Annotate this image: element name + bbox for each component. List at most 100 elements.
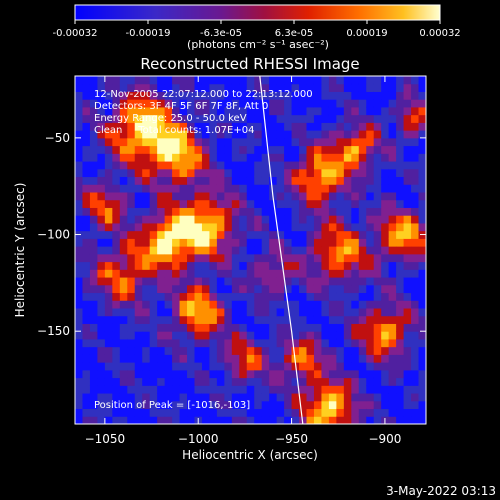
heatmap-cell (411, 354, 420, 363)
heatmap-cell (313, 222, 322, 232)
heatmap-cell (261, 207, 270, 216)
heatmap-cell (306, 416, 315, 424)
heatmap-cell (358, 377, 367, 386)
heatmap-cell (164, 253, 173, 263)
heatmap-cell (112, 416, 121, 424)
heatmap-cell (164, 408, 173, 417)
heatmap-cell (82, 192, 91, 201)
heatmap-cell (149, 106, 158, 116)
heatmap-cell (194, 346, 203, 355)
heatmap-cell (164, 122, 173, 131)
heatmap-cell (284, 362, 293, 371)
heatmap-cell (194, 207, 203, 216)
heatmap-cell (284, 215, 293, 224)
heatmap-cell (142, 338, 151, 348)
heatmap-cell (187, 215, 195, 224)
heatmap-cell (112, 145, 121, 154)
heatmap-cell (231, 292, 240, 301)
heatmap-cell (284, 130, 293, 139)
heatmap-cell (261, 176, 270, 185)
heatmap-cell (209, 145, 218, 154)
heatmap-cell (366, 106, 375, 116)
heatmap-cell (381, 338, 390, 348)
heatmap-cell (97, 99, 106, 108)
heatmap-cell (194, 261, 203, 270)
heatmap-cell (306, 292, 315, 301)
x-tick-label: −900 (368, 432, 401, 446)
heatmap-cell (75, 269, 83, 278)
heatmap-cell (179, 261, 188, 270)
heatmap-cell (194, 408, 203, 417)
heatmap-cell (284, 400, 293, 410)
heatmap-cell (321, 346, 330, 355)
heatmap-cell (97, 323, 106, 332)
heatmap-cell (381, 315, 390, 324)
heatmap-cell (254, 184, 263, 193)
heatmap-cell (366, 284, 375, 294)
heatmap-cell (366, 385, 375, 394)
heatmap-cell (89, 385, 98, 394)
heatmap-cell (216, 277, 225, 286)
heatmap-cell (187, 106, 195, 116)
heatmap-cell (299, 284, 308, 294)
heatmap-cell (411, 323, 420, 332)
heatmap-cell (239, 99, 248, 108)
heatmap-cell (157, 354, 166, 363)
heatmap-cell (411, 300, 420, 309)
heatmap-cell (209, 408, 218, 417)
heatmap-cell (112, 400, 121, 410)
heatmap-cell (403, 300, 412, 309)
heatmap-cell (142, 277, 151, 286)
heatmap-cell (276, 222, 285, 232)
heatmap-cell (388, 145, 397, 154)
heatmap-cell (418, 416, 426, 424)
heatmap-cell (351, 153, 360, 162)
heatmap-cell (291, 161, 300, 170)
heatmap-cell (216, 76, 225, 85)
heatmap-cell (142, 83, 151, 92)
heatmap-cell (381, 362, 390, 371)
heatmap-cell (373, 331, 382, 340)
heatmap-cell (201, 91, 210, 100)
heatmap-cell (157, 300, 166, 309)
heatmap-cell (142, 184, 151, 193)
heatmap-cell (149, 83, 158, 92)
heatmap-cell (89, 222, 98, 232)
heatmap-cell (366, 184, 375, 193)
heatmap-cell (89, 331, 98, 340)
heatmap-cell (209, 354, 218, 363)
plot-frame (74, 75, 427, 425)
heatmap-cell (201, 323, 210, 332)
heatmap-cell (89, 246, 98, 255)
heatmap-cell (172, 168, 181, 178)
heatmap-cell (321, 354, 330, 363)
heatmap-cell (164, 416, 173, 424)
heatmap-cell (396, 222, 405, 232)
heatmap-cell (396, 145, 405, 154)
heatmap-cell (224, 137, 233, 147)
heatmap-cell (351, 192, 360, 201)
heatmap-cell (172, 315, 181, 324)
heatmap-cell (104, 300, 113, 309)
heatmap-cell (358, 269, 367, 278)
heatmap-cell (358, 192, 367, 201)
heatmap-cell (291, 277, 300, 286)
heatmap-cell (411, 416, 420, 424)
heatmap-cell (216, 145, 225, 154)
heatmap-cell (321, 106, 330, 116)
heatmap-cell (157, 385, 166, 394)
heatmap-cell (187, 199, 195, 208)
heatmap-cell (224, 153, 233, 162)
heatmap-cell (321, 145, 330, 154)
heatmap-cell (231, 238, 240, 247)
heatmap-cell (403, 199, 412, 208)
heatmap-cell (104, 145, 113, 154)
heatmap-cell (82, 238, 91, 247)
heatmap-cell (172, 269, 181, 278)
heatmap-cell (97, 393, 106, 402)
heatmap-cell (187, 377, 195, 386)
heatmap-cell (411, 230, 420, 239)
heatmap-cell (254, 292, 263, 301)
heatmap-cell (82, 393, 91, 402)
heatmap-cell (284, 377, 293, 386)
